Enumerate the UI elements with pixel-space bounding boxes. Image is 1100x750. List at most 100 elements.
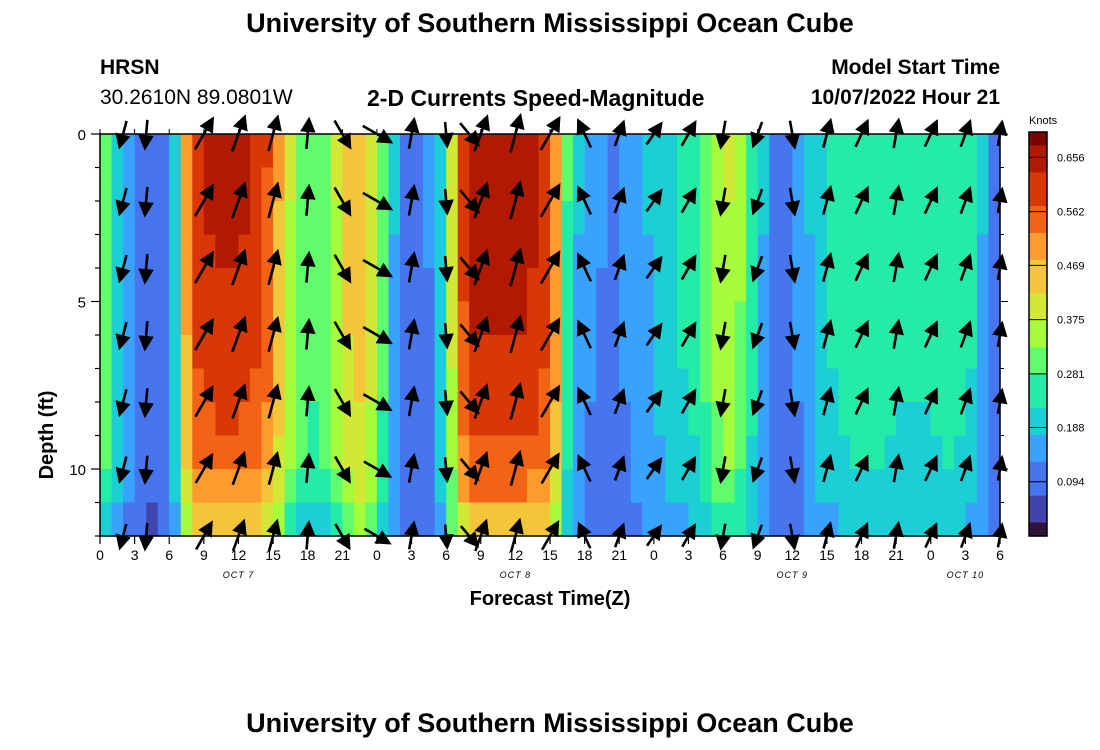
- current-arrow: [193, 183, 214, 217]
- heat-cell: [353, 234, 366, 269]
- heat-cell: [838, 402, 851, 437]
- heat-cell: [803, 201, 816, 236]
- current-arrow: [539, 182, 561, 218]
- heat-cell: [596, 502, 609, 537]
- colorbar-segment: [1029, 529, 1047, 537]
- colorbar-segment: [1029, 495, 1047, 503]
- heat-cell: [250, 368, 263, 403]
- heat-cell: [723, 502, 736, 537]
- heat-cell: [573, 469, 586, 504]
- heat-cell: [446, 301, 459, 336]
- heat-cell: [296, 502, 309, 537]
- heat-cell: [953, 368, 966, 403]
- current-arrow: [438, 457, 454, 484]
- heat-cell: [100, 301, 113, 336]
- heat-cell: [653, 402, 666, 437]
- current-arrow: [473, 383, 490, 419]
- station-coords: 30.2610N 89.0801W: [100, 86, 293, 109]
- date-label: OCT 8: [500, 570, 532, 580]
- current-arrow: [473, 181, 490, 219]
- heat-cell: [861, 469, 874, 504]
- heat-cell: [711, 234, 724, 269]
- heat-cell: [480, 469, 493, 504]
- colorbar-segment: [1029, 233, 1047, 241]
- heat-cell: [434, 234, 447, 269]
- heat-cell: [215, 502, 228, 537]
- heat-cell: [688, 268, 701, 303]
- heat-cell: [550, 268, 563, 303]
- heat-cell: [988, 234, 1001, 269]
- heat-cell: [965, 335, 978, 370]
- heat-cell: [838, 502, 851, 537]
- heat-cell: [850, 335, 863, 370]
- heat-cell: [803, 268, 816, 303]
- heat-cell: [873, 435, 886, 470]
- heat-cell: [365, 234, 378, 269]
- heat-cell: [480, 268, 493, 303]
- heat-cell: [146, 201, 159, 236]
- current-arrow: [645, 188, 663, 213]
- heat-cell: [250, 301, 263, 336]
- heat-cell: [561, 368, 574, 403]
- heat-cell: [826, 402, 840, 437]
- heat-cell: [723, 234, 736, 269]
- heat-cell: [146, 301, 159, 336]
- colorbar: 0.656 0.562 0.469 0.375 0.281 0.188 0.094: [1028, 131, 1085, 537]
- heat-cell: [284, 301, 297, 336]
- heat-cell: [769, 469, 782, 504]
- heat-cell: [550, 134, 563, 169]
- heat-cell: [457, 268, 470, 303]
- heat-cell: [850, 134, 863, 169]
- heat-cell: [457, 134, 470, 169]
- colorbar-segment: [1029, 408, 1047, 416]
- heat-cell: [365, 167, 378, 202]
- heat-cell: [561, 201, 574, 236]
- heat-cell: [757, 268, 770, 303]
- heat-cell: [376, 435, 390, 470]
- current-arrow: [923, 253, 939, 282]
- current-arrow: [888, 453, 904, 483]
- heat-cell: [803, 469, 816, 504]
- heat-cell: [988, 502, 1001, 537]
- heat-cell: [353, 268, 366, 303]
- heat-cell: [376, 167, 390, 202]
- current-arrow: [194, 385, 214, 418]
- current-arrow: [715, 388, 731, 418]
- heat-cell: [700, 201, 713, 236]
- colorbar-segment: [1029, 138, 1047, 147]
- heat-cell: [434, 201, 447, 236]
- heat-cell: [250, 234, 263, 269]
- heat-cell: [850, 234, 863, 269]
- heat-cell: [330, 402, 343, 437]
- current-arrow: [459, 323, 480, 348]
- heat-cell: [700, 402, 713, 437]
- x-tick-label: 9: [200, 547, 208, 563]
- heat-cell: [261, 368, 274, 403]
- colorbar-segment: [1029, 334, 1047, 342]
- heat-cell: [919, 368, 932, 403]
- heat-cell: [976, 502, 990, 537]
- main-title: University of Southern Mississippi Ocean…: [246, 8, 854, 38]
- current-arrow: [362, 325, 393, 345]
- colorbar-segment: [1029, 482, 1047, 490]
- heat-cell: [976, 167, 990, 202]
- heat-cell: [665, 435, 678, 470]
- heat-cell: [642, 368, 655, 403]
- heat-cell: [676, 268, 690, 303]
- x-tick-label: 12: [785, 547, 801, 563]
- heat-cell: [238, 335, 251, 370]
- heat-cell: [850, 469, 863, 504]
- heat-cell: [838, 335, 851, 370]
- heat-cell: [723, 402, 736, 437]
- heat-cell: [976, 301, 990, 336]
- heat-cell: [330, 469, 343, 504]
- heat-cell: [746, 502, 759, 537]
- heat-cell: [423, 335, 436, 370]
- current-arrow: [576, 386, 592, 416]
- heat-cell: [723, 335, 736, 370]
- heat-cell: [342, 234, 355, 269]
- heat-cell: [411, 402, 424, 437]
- heat-cell: [411, 134, 424, 169]
- heat-cell: [388, 268, 401, 303]
- heat-cell: [215, 167, 228, 202]
